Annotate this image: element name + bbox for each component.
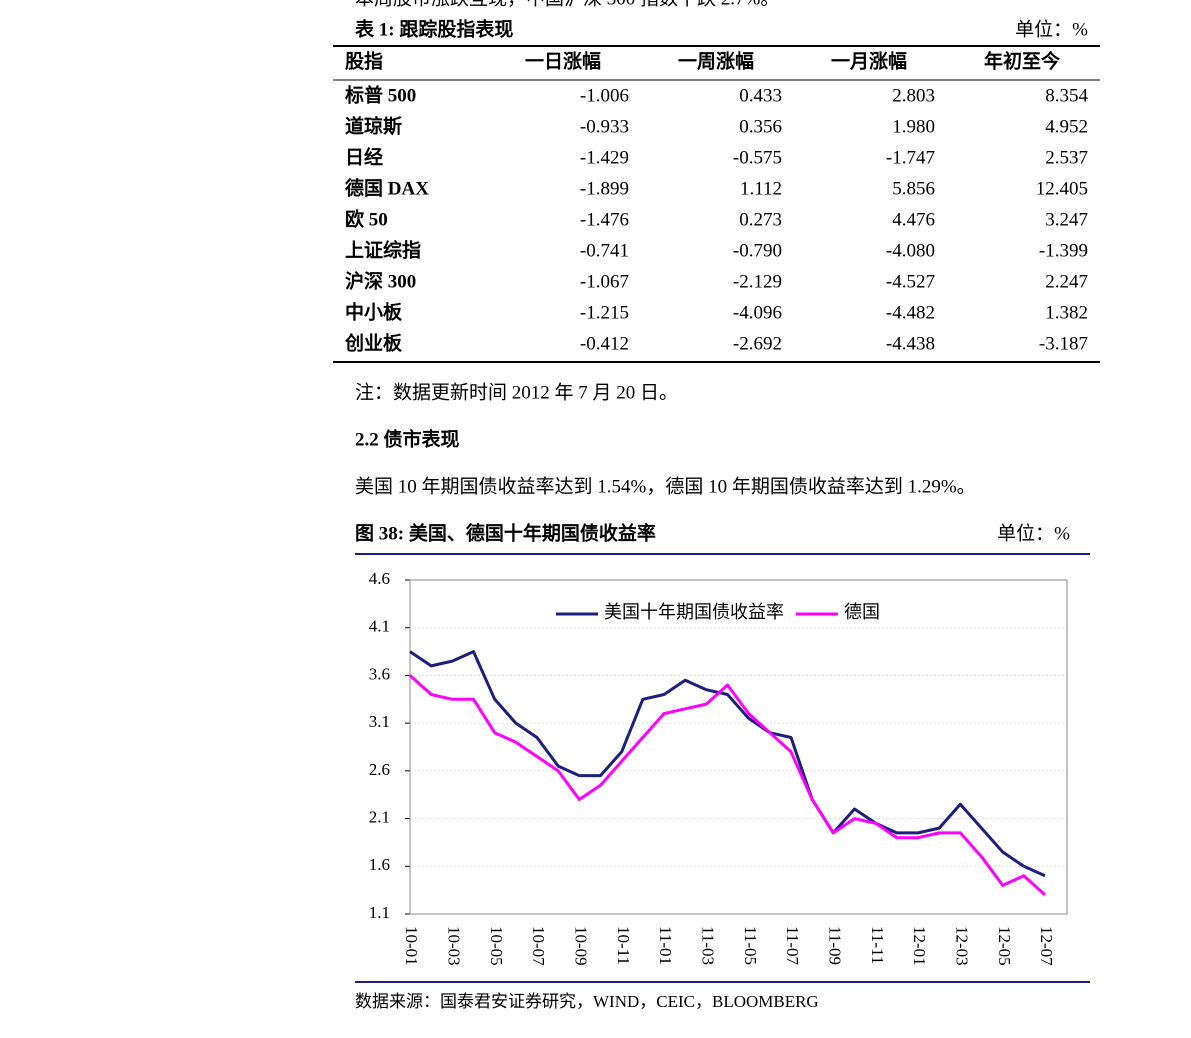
table-cell: -2.129	[733, 271, 782, 292]
line-series	[409, 650, 1046, 878]
legend-label: 德国	[844, 602, 880, 622]
table-cell: -3.187	[1039, 333, 1088, 354]
table-cell: -4.438	[886, 333, 935, 354]
x-tick-label: 11-03	[698, 926, 717, 965]
table-cell: 日经	[345, 145, 383, 168]
table-cell: 4.476	[892, 209, 935, 230]
x-tick-label: 11-01	[656, 926, 675, 965]
table-cell: 沪深 300	[345, 269, 416, 292]
x-tick-label: 11-05	[741, 926, 760, 965]
plot-frame	[409, 579, 1068, 915]
table-cell: 0.356	[739, 116, 782, 137]
x-tick-label: 10-09	[571, 926, 590, 966]
table-cell: -1.067	[580, 271, 629, 292]
table-cell: 欧 50	[345, 207, 388, 230]
table-cell: 道琼斯	[345, 114, 402, 137]
note: 注：数据更新时间 2012 年 7 月 20 日。	[355, 381, 678, 403]
paragraph: 美国 10 年期国债收益率达到 1.54%，德国 10 年期国债收益率达到 1.…	[355, 475, 976, 497]
table-cell: 8.354	[1045, 85, 1088, 106]
figure-title: 图 38: 美国、德国十年期国债收益率	[355, 521, 656, 544]
table-cell: 0.273	[739, 209, 782, 230]
table-header-cell: 股指	[345, 50, 383, 72]
y-tick-label: 4.6	[369, 569, 390, 588]
x-tick-label: 11-11	[868, 926, 887, 964]
y-tick-label: 2.6	[369, 760, 390, 779]
table-cell: 1.382	[1045, 302, 1088, 323]
table-cell: -1.429	[580, 147, 629, 168]
table-cell: -2.692	[733, 333, 782, 354]
x-tick-label: 12-05	[995, 926, 1014, 966]
table-cell: 2.537	[1045, 147, 1088, 168]
figure-source: 数据来源：国泰君安证券研究，WIND，CEIC，BLOOMBERG	[355, 992, 819, 1011]
x-tick-label: 10-01	[402, 926, 421, 966]
table-cell: 0.433	[739, 85, 782, 106]
table-cell: 标普 500	[345, 83, 416, 106]
table-cell: 中小板	[345, 300, 403, 323]
x-tick-label: 10-05	[487, 926, 506, 966]
legend-label: 美国十年期国债收益率	[604, 602, 784, 622]
table-cell: -1.899	[580, 178, 629, 199]
table-cell: 2.803	[892, 85, 935, 106]
table-unit: 单位：%	[1015, 18, 1088, 40]
y-tick-label: 1.6	[369, 855, 390, 874]
y-tick-label: 1.1	[369, 903, 390, 922]
chart: 1.1 1.6 2.1 2.6 3.1 3.6 4.1 4.6 10-01 10-03 10-05 1…	[369, 569, 1068, 966]
x-tick-label: 12-07	[1037, 926, 1056, 966]
x-tick-label: 10-11	[614, 926, 633, 965]
table-cell: 3.247	[1045, 209, 1088, 230]
table-cell: 1.980	[892, 116, 935, 137]
table-cell: 2.247	[1045, 271, 1088, 292]
table-cell: 上证综指	[345, 238, 421, 261]
table-cell: 创业板	[344, 331, 403, 354]
table-cell: -4.096	[733, 302, 782, 323]
x-tick-label: 12-01	[910, 926, 929, 966]
table-cell: 4.952	[1045, 116, 1088, 137]
table-header-cell: 一周涨幅	[678, 49, 754, 72]
table-cell: -1.006	[580, 85, 629, 106]
y-tick-label: 3.1	[369, 712, 390, 731]
x-tick-label: 11-09	[825, 926, 844, 965]
table-cell: 12.405	[1036, 178, 1088, 199]
table-cell: -1.476	[580, 209, 629, 230]
table-cell: -4.527	[886, 271, 935, 292]
table-cell: 德国 DAX	[345, 176, 429, 199]
y-tick-label: 2.1	[369, 807, 390, 826]
figure-unit: 单位：%	[997, 522, 1070, 544]
table-cell: -0.741	[580, 240, 629, 261]
table-cell: -0.575	[733, 147, 782, 168]
table-cell: -1.747	[886, 147, 935, 168]
y-tick-label: 4.1	[369, 617, 390, 636]
table-cell: -1.215	[580, 302, 629, 323]
x-tick-label: 12-03	[952, 926, 971, 966]
table-cell: -0.412	[580, 333, 629, 354]
x-tick-label: 10-03	[444, 926, 463, 966]
table-cell: -0.933	[580, 116, 629, 137]
section-heading: 2.2 债市表现	[355, 427, 460, 450]
x-tick-label: 10-07	[529, 926, 548, 966]
table-cell: -4.482	[886, 302, 935, 323]
y-tick-label: 3.6	[369, 664, 390, 683]
table-header-cell: 一日涨幅	[525, 49, 601, 72]
x-tick-label: 11-07	[783, 926, 802, 966]
table-header-cell: 一月涨幅	[831, 49, 907, 72]
table-cell: -1.399	[1039, 240, 1088, 261]
table-cell: -4.080	[886, 240, 935, 261]
line-series	[408, 674, 1047, 897]
table-header-cell: 年初至今	[984, 49, 1060, 72]
table-cell: 5.856	[892, 178, 935, 199]
table-cell: -0.790	[733, 240, 782, 261]
table-title: 表 1: 跟踪股指表现	[355, 17, 513, 40]
intro-text: 本周股市涨跌互现，中国沪深 300 指数下跌 2.7%。	[355, 0, 779, 9]
table-cell: 1.112	[740, 178, 782, 199]
